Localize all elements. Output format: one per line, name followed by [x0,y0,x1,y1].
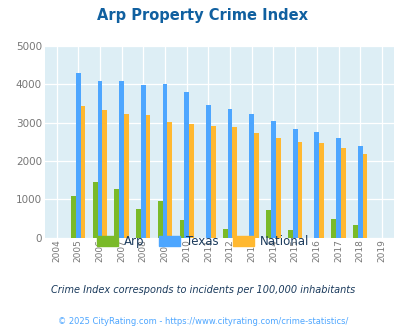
Bar [184,92,189,238]
Bar [297,142,302,238]
Bar [136,209,141,238]
Bar [145,115,150,238]
Bar [114,189,119,238]
Bar [124,114,128,238]
Text: © 2025 CityRating.com - https://www.cityrating.com/crime-statistics/: © 2025 CityRating.com - https://www.city… [58,317,347,326]
Bar [357,146,362,238]
Text: Arp Property Crime Index: Arp Property Crime Index [97,8,308,23]
Bar [119,81,124,238]
Bar [352,225,357,238]
Bar [102,110,107,238]
Bar [93,182,97,238]
Bar [158,201,162,238]
Bar [249,114,254,238]
Text: Crime Index corresponds to incidents per 100,000 inhabitants: Crime Index corresponds to incidents per… [51,285,354,295]
Bar [205,105,210,238]
Bar [232,127,237,238]
Bar [141,85,145,238]
Bar [162,84,167,238]
Bar [81,106,85,238]
Bar [275,138,280,238]
Bar [189,124,194,238]
Bar [340,148,345,238]
Bar [271,121,275,238]
Bar [330,219,335,238]
Bar [318,144,323,238]
Bar [71,196,76,238]
Bar [227,109,232,238]
Bar [222,229,227,238]
Bar [266,210,271,238]
Bar [287,230,292,238]
Bar [179,220,184,238]
Bar [210,126,215,238]
Legend: Arp, Texas, National: Arp, Texas, National [92,231,313,253]
Bar [362,154,367,238]
Bar [97,82,102,238]
Bar [167,122,172,238]
Bar [254,133,258,238]
Bar [313,132,318,238]
Bar [335,139,340,238]
Bar [292,129,297,238]
Bar [76,73,81,238]
